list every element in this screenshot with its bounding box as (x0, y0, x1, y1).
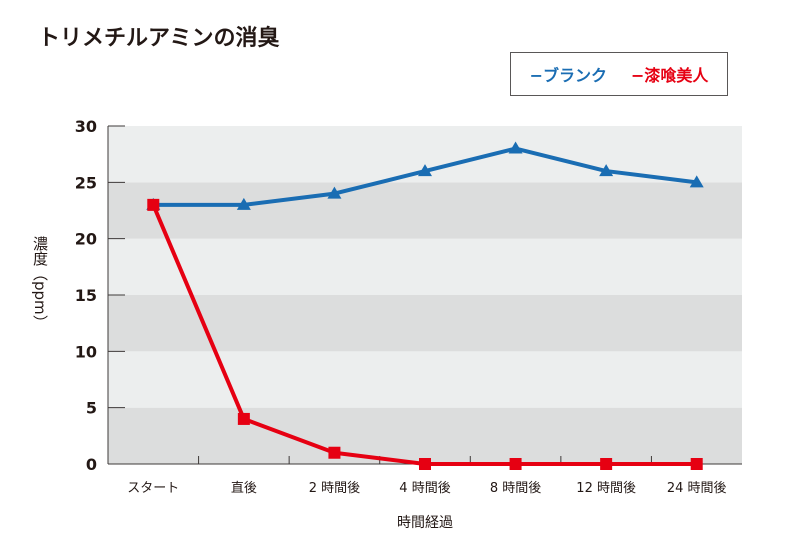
legend-item-shikkui: −漆喰美人 (631, 66, 709, 85)
data-point-triangle (599, 164, 614, 177)
data-point-triangle (689, 175, 704, 188)
data-point-square (328, 446, 341, 459)
grid-band (108, 182, 742, 239)
y-tick-label: 25 (75, 173, 97, 192)
legend: −ブランク −漆喰美人 (510, 52, 728, 96)
x-tick-label: 2 時間後 (309, 481, 360, 496)
y-tick-label: 30 (75, 117, 97, 136)
legend-item-blank: −ブランク (529, 66, 607, 85)
data-point-triangle (327, 186, 342, 199)
data-point-square (147, 198, 160, 211)
grid-band (108, 295, 742, 352)
x-tick-label: 8 時間後 (490, 481, 541, 496)
y-tick-label: 20 (75, 230, 97, 249)
y-tick-label: 5 (86, 399, 97, 418)
x-axis-label: 時間経過 (397, 515, 453, 531)
data-point-square (690, 458, 703, 470)
data-point-square (600, 458, 613, 470)
data-point-triangle (418, 164, 432, 177)
data-point-triangle (236, 197, 251, 210)
x-tick-label: 12 時間後 (576, 481, 636, 496)
grid-band (108, 351, 742, 408)
y-axis-label: 濃度（ppm） (31, 236, 49, 330)
data-point-square (419, 458, 431, 470)
x-tick-label: スタート (127, 481, 179, 496)
grid-band (108, 238, 742, 295)
data-point-square (237, 412, 250, 425)
data-point-triangle (508, 141, 523, 154)
grid-band (108, 407, 742, 464)
x-tick-label: 直後 (231, 481, 257, 496)
y-tick-label: 10 (75, 342, 97, 361)
x-tick-label: 24 時間後 (667, 481, 727, 496)
x-tick-label: 4 時間後 (399, 481, 450, 496)
y-tick-label: 0 (86, 455, 97, 474)
y-tick-label: 15 (75, 286, 97, 305)
data-point-square (509, 458, 522, 470)
chart-title: トリメチルアミンの消臭 (38, 26, 280, 51)
